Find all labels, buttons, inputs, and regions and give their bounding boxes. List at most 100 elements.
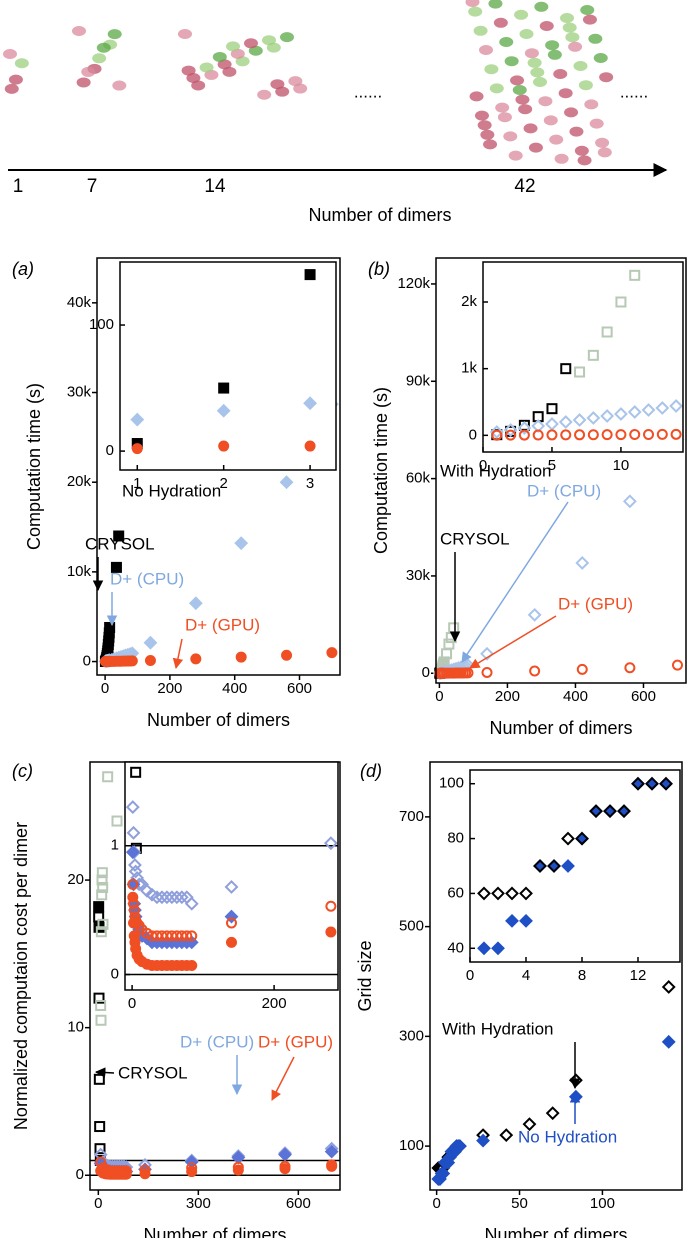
point bbox=[303, 396, 317, 411]
panel-label: (c) bbox=[12, 761, 33, 781]
point bbox=[629, 429, 641, 441]
molecule-blob bbox=[262, 35, 276, 46]
x-tick-label: 600 bbox=[287, 680, 312, 697]
molecule-blob bbox=[3, 49, 17, 59]
y-tick-label: 100 bbox=[89, 316, 114, 333]
y-tick-label: 0 bbox=[106, 442, 114, 459]
molecule-blob bbox=[72, 26, 86, 36]
molecule-blob bbox=[515, 94, 530, 105]
point bbox=[155, 890, 169, 905]
point bbox=[529, 665, 541, 677]
molecule-blob bbox=[568, 41, 583, 52]
point bbox=[97, 881, 109, 893]
x-axis-label: Number of dimers bbox=[484, 1225, 627, 1238]
x-tick-label: 10 bbox=[613, 457, 630, 474]
point bbox=[150, 890, 164, 905]
annotation: CRYSOL bbox=[85, 534, 155, 553]
molecule-blob bbox=[519, 29, 534, 39]
point bbox=[547, 859, 561, 873]
molecule-blob bbox=[524, 48, 539, 59]
annotation-arrow bbox=[172, 638, 184, 670]
point bbox=[443, 638, 455, 650]
molecule-blob bbox=[554, 153, 569, 164]
point bbox=[126, 825, 141, 840]
molecule-blob bbox=[534, 1, 549, 12]
point bbox=[477, 941, 491, 956]
molecule-blob bbox=[504, 56, 519, 67]
molecule-blob bbox=[191, 80, 206, 91]
annotation-arrow bbox=[94, 1067, 115, 1078]
molecule-blob bbox=[483, 139, 498, 150]
molecule-blob bbox=[582, 14, 597, 25]
plot-frame bbox=[429, 761, 683, 1191]
inset-plot: 0 5 10 0 1k 2k bbox=[461, 261, 684, 474]
molecule-blob bbox=[96, 42, 111, 53]
point bbox=[110, 561, 122, 573]
y-tick-label: 30k bbox=[67, 383, 92, 400]
y-tick-label: 40k bbox=[67, 294, 92, 311]
point bbox=[128, 858, 142, 872]
y-tick-label: 10k bbox=[67, 563, 92, 580]
point bbox=[661, 980, 676, 994]
y-tick-label: 0 bbox=[469, 426, 477, 443]
molecule-blob bbox=[584, 99, 599, 110]
y-tick-label: 0 bbox=[111, 966, 119, 983]
molecule-blob bbox=[217, 59, 232, 70]
plot: 0 50 100 100 300 500 700 bbox=[399, 761, 683, 1212]
molecule-blob bbox=[508, 150, 523, 161]
plot: 0 200 400 600 0 30k 60k 90k 120k bbox=[397, 257, 687, 705]
x-tick-label: 0 bbox=[101, 680, 109, 697]
y-tick-label: 0 bbox=[83, 653, 91, 670]
molecule-blob bbox=[547, 49, 562, 60]
point bbox=[131, 443, 143, 455]
point bbox=[326, 1160, 338, 1172]
annotation: D+ (GPU) bbox=[558, 594, 633, 613]
x-tick-label: 200 bbox=[495, 688, 520, 705]
y-axis-label: Computation time (s) bbox=[371, 387, 391, 554]
annotation: D+ (CPU) bbox=[527, 481, 601, 500]
y-tick-label: 60k bbox=[406, 470, 431, 487]
point bbox=[518, 429, 530, 441]
point bbox=[480, 646, 494, 661]
point bbox=[174, 890, 189, 905]
annotation: No Hydration bbox=[122, 481, 221, 500]
point bbox=[629, 269, 641, 281]
point bbox=[95, 1014, 107, 1026]
molecule-blob bbox=[477, 120, 492, 131]
x-axis-label: Number of dimers bbox=[489, 718, 632, 738]
annotation: With Hydration bbox=[442, 1019, 553, 1038]
point bbox=[325, 926, 337, 938]
point bbox=[643, 428, 655, 440]
molecule-blob bbox=[530, 67, 545, 78]
y-tick-label: 20k bbox=[67, 473, 92, 490]
molecule-blob bbox=[81, 66, 96, 77]
point bbox=[519, 886, 533, 901]
point bbox=[614, 407, 628, 421]
point bbox=[126, 655, 138, 667]
annotation-arrow bbox=[461, 501, 569, 663]
point bbox=[615, 429, 627, 441]
panel-label: (a) bbox=[12, 259, 34, 279]
point bbox=[522, 1117, 537, 1132]
annotation: CRYSOL bbox=[440, 529, 510, 548]
y-tick-label: 80 bbox=[447, 830, 464, 847]
point bbox=[575, 556, 590, 570]
point bbox=[184, 896, 199, 911]
inset-plot: 0 200 0 1 bbox=[111, 761, 339, 1012]
point bbox=[645, 776, 659, 791]
point bbox=[159, 890, 174, 905]
molecule-blob bbox=[518, 104, 533, 115]
point bbox=[143, 635, 158, 650]
plot-frame bbox=[119, 261, 337, 471]
y-tick-label: 100 bbox=[399, 1137, 424, 1154]
point bbox=[226, 917, 237, 929]
annotation: D+ (CPU) bbox=[180, 1032, 254, 1051]
molecule-blob bbox=[527, 57, 542, 68]
point bbox=[587, 429, 599, 441]
x-tick-label: 0 bbox=[479, 457, 487, 474]
molecule-blob bbox=[543, 115, 558, 126]
molecule-blob bbox=[560, 13, 574, 23]
point bbox=[589, 804, 603, 819]
plot-frame bbox=[469, 769, 681, 963]
